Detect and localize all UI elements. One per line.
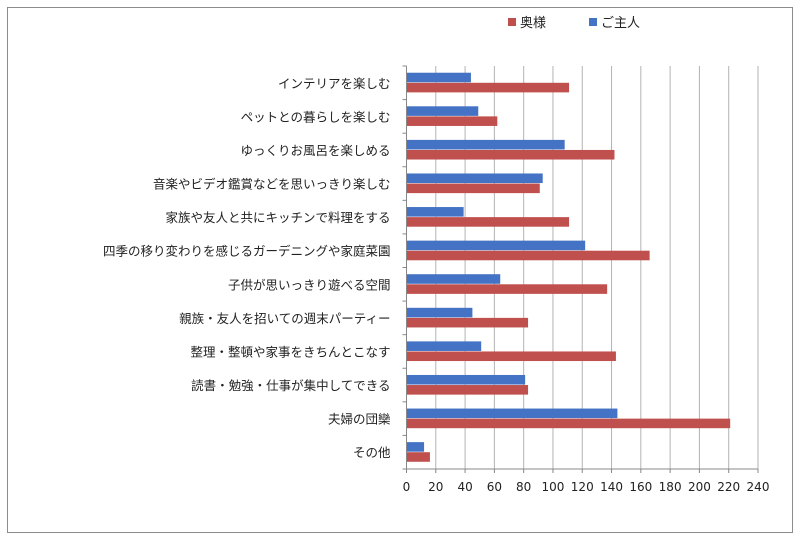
bar-okusama	[406, 82, 570, 93]
bar-okusama	[406, 284, 608, 294]
bar-okusama	[406, 149, 615, 160]
x-tick-label: 80	[516, 480, 531, 494]
bar-okusama	[406, 385, 529, 395]
bar-goshujin	[406, 72, 471, 83]
legend: 奥様 ご主人	[508, 15, 640, 31]
axes	[402, 65, 759, 473]
bar-goshujin	[406, 408, 618, 419]
chart-area	[7, 7, 793, 533]
x-tick-label: 0	[403, 480, 411, 494]
bar-goshujin	[406, 374, 526, 385]
bar-goshujin	[406, 106, 479, 116]
x-tick-label: 200	[688, 480, 711, 494]
category-label: 整理・整頓や家事をきちんとこなす	[190, 344, 390, 359]
legend-label-goshujin: ご主人	[601, 15, 640, 31]
category-labels: インテリアを楽しむペットとの暮らしを楽しむゆっくりお風呂を楽しめる音楽やビデオ鑑…	[103, 76, 391, 460]
category-label: 夫婦の団欒	[328, 412, 391, 427]
category-label: 子供が思いっきり遊べる空間	[228, 277, 391, 292]
bar-okusama	[406, 116, 498, 126]
category-label: ゆっくりお風呂を楽しめる	[240, 143, 390, 158]
bar-okusama	[406, 183, 540, 194]
bar-okusama	[406, 452, 430, 462]
x-tick-label: 140	[600, 480, 623, 494]
gridlines	[435, 66, 759, 469]
legend-swatch-goshujin	[589, 18, 597, 26]
category-label: 音楽やビデオ鑑賞などを思いっきり楽しむ	[153, 177, 391, 192]
category-label: インテリアを楽しむ	[278, 76, 391, 91]
category-label: ペットとの暮らしを楽しむ	[241, 109, 391, 124]
bar-okusama	[406, 317, 529, 328]
bar-goshujin	[406, 240, 586, 251]
bars	[406, 72, 731, 462]
x-tick-label: 40	[457, 480, 472, 494]
legend-label-okusama: 奥様	[520, 16, 546, 31]
x-tick-label: 20	[428, 480, 443, 494]
legend-swatch-okusama	[508, 18, 516, 26]
bar-okusama	[406, 250, 650, 261]
category-label: 親族・友人を招いての週末パーティー	[179, 311, 390, 326]
x-tick-label: 220	[717, 480, 740, 494]
category-label: 四季の移り変わりを感じるガーデニングや家庭菜園	[103, 244, 391, 259]
bar-goshujin	[406, 274, 501, 284]
category-label: 家族や友人と共にキッチンで料理をする	[165, 210, 390, 225]
x-tick-label: 100	[542, 480, 565, 494]
x-tick-label: 60	[487, 480, 502, 494]
x-tick-label: 160	[629, 480, 652, 494]
bar-okusama	[406, 351, 616, 362]
bar-goshujin	[406, 139, 565, 150]
category-label: その他	[353, 445, 391, 460]
category-label: 読書・勉強・仕事が集中してできる	[191, 378, 390, 393]
x-tick-labels: 0 20 40 60 80 100 120 140 160 180 200 220 240	[403, 480, 770, 494]
bar-goshujin	[406, 307, 473, 318]
bar-goshujin	[406, 173, 543, 184]
bar-okusama	[406, 418, 731, 429]
x-tick-label: 240	[747, 480, 770, 494]
x-tick-label: 120	[571, 480, 594, 494]
bar-okusama	[406, 217, 570, 227]
bar-goshujin	[406, 341, 482, 351]
x-tick-label: 180	[659, 480, 682, 494]
bar-goshujin	[406, 442, 425, 452]
bar-goshujin	[406, 207, 464, 217]
